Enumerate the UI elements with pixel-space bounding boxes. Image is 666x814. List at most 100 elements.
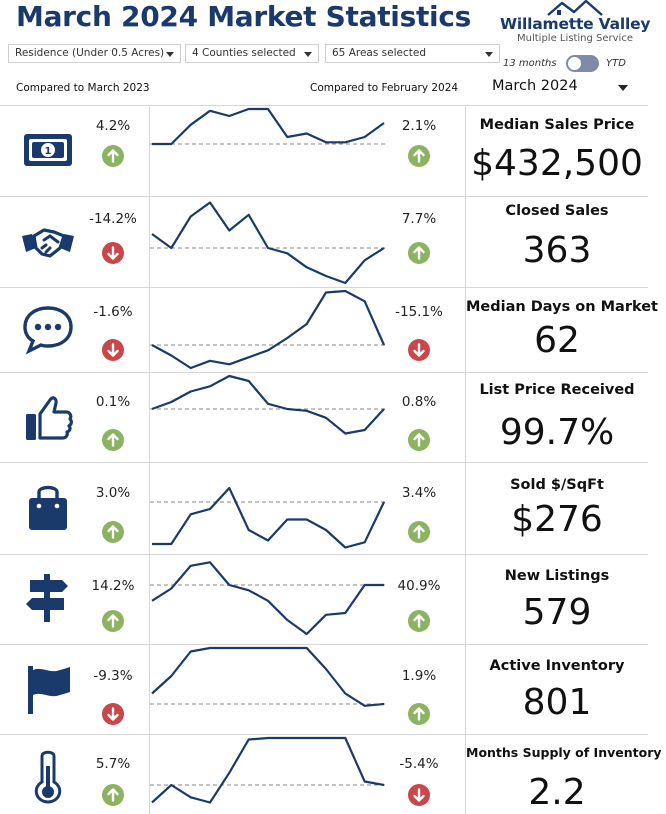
compare-prior-year: Compared to March 2023	[16, 82, 150, 94]
month-select-value: March 2024	[492, 78, 578, 94]
sparkline	[150, 107, 386, 146]
yoy-change: 14.2%	[91, 578, 135, 594]
speech-bubble-icon	[20, 302, 76, 358]
arrow-up-icon	[102, 145, 124, 167]
sparkline-series	[151, 561, 384, 636]
arrow-down-icon	[408, 339, 430, 361]
counties-filter[interactable]: 4 Counties selected	[185, 44, 319, 63]
signpost-icon	[20, 570, 76, 626]
sparkline-series	[151, 374, 385, 435]
mom-change: 1.9%	[401, 668, 437, 684]
metric-value: 363	[522, 230, 592, 271]
metric-value: 62	[534, 320, 580, 361]
yoy-change: -9.3%	[93, 668, 133, 684]
sparkline-series	[152, 486, 385, 549]
metric-row: 0.1% 0.8% List Price Received 99.7%	[0, 372, 648, 462]
metric-label: Months Supply of Inventory	[466, 745, 662, 760]
row-divider	[0, 734, 648, 735]
arrow-down-icon	[102, 703, 124, 725]
arrow-up-icon	[408, 145, 430, 167]
chevron-down-icon	[304, 52, 312, 57]
month-select[interactable]: March 2024	[492, 78, 632, 98]
metric-label: Median Sales Price	[479, 117, 635, 133]
money-bill-icon: 1	[20, 122, 76, 178]
property-type-filter[interactable]: Residence (Under 0.5 Acres)	[8, 44, 181, 63]
row-divider	[0, 105, 648, 106]
sparkline-series	[151, 736, 385, 804]
metric-value: 579	[522, 592, 592, 633]
arrow-down-icon	[102, 339, 124, 361]
arrow-up-icon	[408, 521, 430, 543]
sparkline	[150, 736, 386, 804]
arrow-down-icon	[408, 784, 430, 806]
arrow-up-icon	[102, 429, 124, 451]
chevron-down-icon	[485, 52, 493, 57]
mom-change: 2.1%	[401, 118, 437, 134]
metric-label: Active Inventory	[489, 658, 625, 674]
chevron-down-icon	[618, 85, 628, 91]
row-divider	[0, 196, 648, 197]
row-divider	[0, 287, 648, 288]
thumbs-up-icon	[20, 390, 76, 446]
yoy-change: 3.0%	[95, 485, 131, 501]
metric-value: 2.2	[528, 772, 586, 813]
metric-value: 801	[522, 682, 592, 723]
toggle-knob	[568, 57, 581, 70]
arrow-up-icon	[408, 703, 430, 725]
chevron-down-icon	[166, 52, 174, 57]
sparkline-series	[151, 201, 385, 285]
row-divider	[0, 462, 648, 463]
logo-subtitle: Multiple Listing Service	[517, 33, 633, 44]
thermometer-icon	[20, 748, 76, 804]
metric-value: $276	[511, 499, 603, 540]
row-divider	[0, 644, 648, 645]
metric-row: 1 4.2% 2.1% Median Sales Price $432,500	[0, 105, 648, 196]
metric-row: 5.7% -5.4% Months Supply of Inventory 2.2	[0, 734, 662, 814]
metric-row: -9.3% 1.9% Active Inventory 801	[0, 644, 648, 734]
yoy-change: 4.2%	[95, 118, 131, 134]
arrow-up-icon	[408, 242, 430, 264]
yoy-change: 5.7%	[95, 756, 131, 772]
handshake-icon	[20, 214, 76, 270]
sparkline	[150, 561, 386, 636]
sparkline	[150, 646, 386, 707]
arrow-up-icon	[102, 521, 124, 543]
metric-label: Sold $/SqFt	[510, 477, 604, 493]
arrow-down-icon	[102, 242, 124, 264]
flag-icon	[20, 662, 76, 718]
sparkline-series	[151, 289, 386, 370]
arrow-up-icon	[408, 429, 430, 451]
metric-label: List Price Received	[479, 382, 635, 398]
toggle-left-label: 13 months	[503, 58, 557, 69]
sparkline-series	[151, 646, 385, 707]
mom-change: 0.8%	[401, 394, 437, 410]
mom-change: 40.9%	[397, 578, 441, 594]
metric-row: 3.0% 3.4% Sold $/SqFt $276	[0, 462, 648, 554]
metric-row: -14.2% 7.7% Closed Sales 363	[0, 196, 648, 287]
logo-name: Willamette Valley	[500, 15, 651, 33]
yoy-change: -14.2%	[89, 211, 137, 227]
metric-label: New Listings	[504, 568, 610, 584]
areas-filter[interactable]: 65 Areas selected	[325, 44, 500, 63]
toggle-right-label: YTD	[606, 58, 626, 69]
period-toggle[interactable]	[566, 55, 599, 72]
mom-change: -15.1%	[395, 304, 443, 320]
property-type-value: Residence (Under 0.5 Acres)	[15, 47, 165, 59]
sparkline	[150, 289, 386, 370]
metric-label: Median Days on Market	[466, 299, 658, 315]
row-divider	[0, 372, 648, 373]
page-title: March 2024 Market Statistics	[16, 0, 472, 33]
metric-value: $432,500	[471, 143, 643, 184]
metric-value: 99.7%	[499, 412, 615, 453]
row-divider	[0, 554, 648, 555]
shopping-bag-icon	[20, 480, 76, 536]
column-divider	[465, 105, 466, 814]
column-divider	[149, 105, 150, 814]
sparkline	[150, 201, 386, 285]
willamette-valley-logo: Willamette Valley Multiple Listing Servi…	[500, 0, 651, 46]
metric-row: -1.6% -15.1% Median Days on Market 62	[0, 287, 658, 372]
metric-row: 14.2% 40.9% New Listings 579	[0, 554, 648, 644]
metric-label: Closed Sales	[505, 203, 609, 219]
sparkline-series	[152, 107, 385, 146]
counties-value: 4 Counties selected	[192, 47, 296, 59]
